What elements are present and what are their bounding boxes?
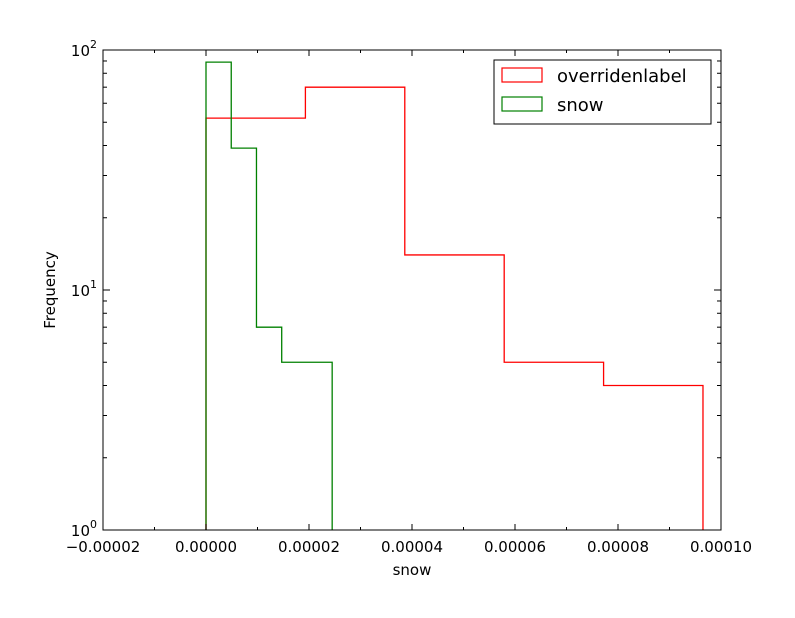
y-tick-base: 10	[71, 522, 90, 540]
x-tick-label: 0.00008	[587, 538, 649, 556]
histogram-step-overridenlabel	[205, 86, 704, 530]
legend-label-overridenlabel: overridenlabel	[557, 66, 687, 87]
series-layer	[205, 61, 704, 530]
legend-swatch-snow	[501, 96, 543, 112]
histogram-step-snow	[205, 61, 333, 530]
x-axis-label: snow	[393, 561, 432, 579]
x-tick-label: 0.00010	[690, 538, 752, 556]
legend-label-snow: snow	[557, 95, 604, 116]
y-tick-label: 102	[71, 38, 97, 60]
y-tick-exponent: 0	[90, 518, 97, 531]
x-tick-label: 0.00006	[484, 538, 546, 556]
y-tick-base: 10	[71, 282, 90, 300]
y-tick-base: 10	[71, 42, 90, 60]
y-tick-exponent: 2	[90, 38, 97, 51]
x-tick-label: 0.00004	[381, 538, 443, 556]
legend-swatch-overridenlabel	[501, 67, 543, 83]
y-tick-label: 101	[71, 278, 97, 300]
x-tick-label: −0.00002	[66, 538, 141, 556]
y-tick-exponent: 1	[90, 278, 97, 291]
x-axis: −0.00002 0.00000 0.00002 0.00004 0.00006 0.00…	[66, 50, 752, 556]
x-tick-label: 0.00000	[175, 538, 237, 556]
y-tick-label: 100	[71, 518, 97, 540]
legend: overridenlabel snow	[493, 59, 712, 125]
y-axis-label: Frequency	[41, 251, 59, 329]
x-tick-label: 0.00002	[278, 538, 340, 556]
legend-box	[493, 59, 712, 125]
